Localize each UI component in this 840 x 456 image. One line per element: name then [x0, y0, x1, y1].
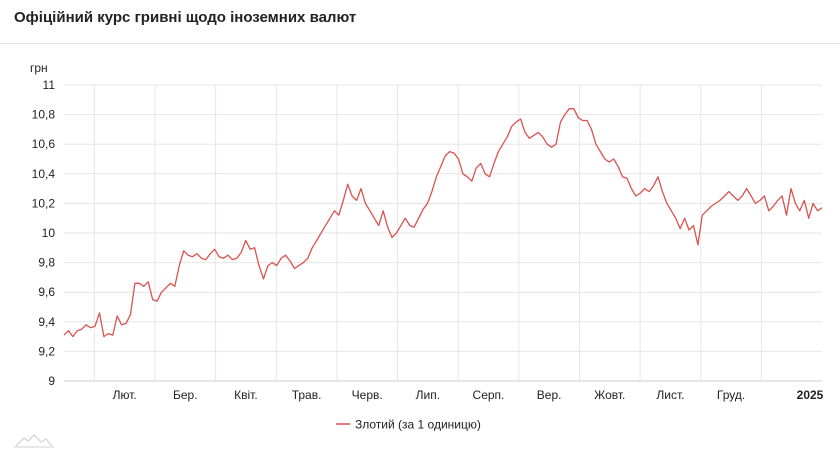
x-grid — [93, 85, 762, 381]
y-tick-label: 9,8 — [38, 256, 55, 270]
x-tick-label: Серп. — [473, 388, 505, 402]
x-tick-label: 2025 — [797, 388, 824, 402]
logo-icon — [14, 434, 54, 448]
y-tick-label: 10,2 — [32, 196, 56, 210]
exchange-rate-chart: грн 9 9,2 9,4 9,6 9,8 10 10,2 10,4 10,6 10,8 11 Лю… — [30, 61, 824, 432]
x-tick-label: Лют. — [113, 388, 137, 402]
x-tick-label: Трав. — [292, 388, 322, 402]
y-tick-label: 9,2 — [38, 344, 55, 358]
chart-header: Офіційний курс гривні щодо іноземних вал… — [0, 0, 840, 44]
series-line — [63, 108, 823, 338]
x-tick-label: Лист. — [656, 388, 684, 402]
y-tick-label: 9,6 — [38, 285, 55, 299]
y-tick-label: 10 — [42, 226, 56, 240]
y-tick-label: 10,4 — [32, 167, 56, 181]
y-tick-label: 9 — [48, 374, 55, 388]
x-tick-label: Вер. — [537, 388, 562, 402]
x-tick-labels: Лют. Бер. Квіт. Трав. Черв. Лип. Серп. Вер. Жовт… — [113, 388, 824, 402]
x-tick-label: Бер. — [173, 388, 198, 402]
legend-label: Злотий (за 1 одиницю) — [355, 418, 481, 432]
x-tick-label: Лип. — [416, 388, 440, 402]
x-tick-label: Квіт. — [234, 388, 258, 402]
y-tick-label: 10,8 — [32, 108, 56, 122]
y-tick-label: 9,4 — [38, 315, 55, 329]
series-layer — [63, 108, 823, 338]
page-title: Офіційний курс гривні щодо іноземних вал… — [14, 9, 357, 26]
x-tick-label: Черв. — [352, 388, 383, 402]
x-tick-label: Жовт. — [594, 388, 625, 402]
y-axis-label: грн — [30, 61, 48, 75]
legend[interactable]: Злотий (за 1 одиницю) — [336, 418, 481, 432]
y-tick-label: 10,6 — [32, 137, 56, 151]
x-tick-label: Груд. — [717, 388, 745, 402]
y-tick-label: 11 — [43, 78, 56, 92]
y-grid: 9 9,2 9,4 9,6 9,8 10 10,2 10,4 10,6 10,8 11 — [32, 78, 822, 388]
